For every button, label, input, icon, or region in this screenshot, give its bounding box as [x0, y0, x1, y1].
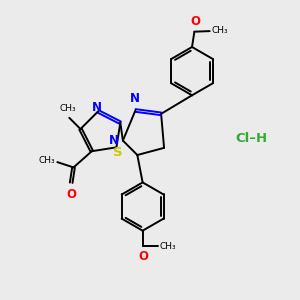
Text: O: O	[66, 188, 76, 201]
Text: O: O	[190, 15, 200, 28]
Text: CH₃: CH₃	[59, 104, 76, 113]
Text: N: N	[130, 92, 140, 105]
Text: Cl–H: Cl–H	[236, 132, 268, 145]
Text: S: S	[113, 146, 123, 159]
Text: N: N	[92, 101, 102, 114]
Text: O: O	[138, 250, 148, 263]
Text: CH₃: CH₃	[159, 242, 176, 250]
Text: CH₃: CH₃	[38, 156, 55, 165]
Text: N: N	[110, 134, 119, 147]
Text: CH₃: CH₃	[211, 26, 228, 35]
